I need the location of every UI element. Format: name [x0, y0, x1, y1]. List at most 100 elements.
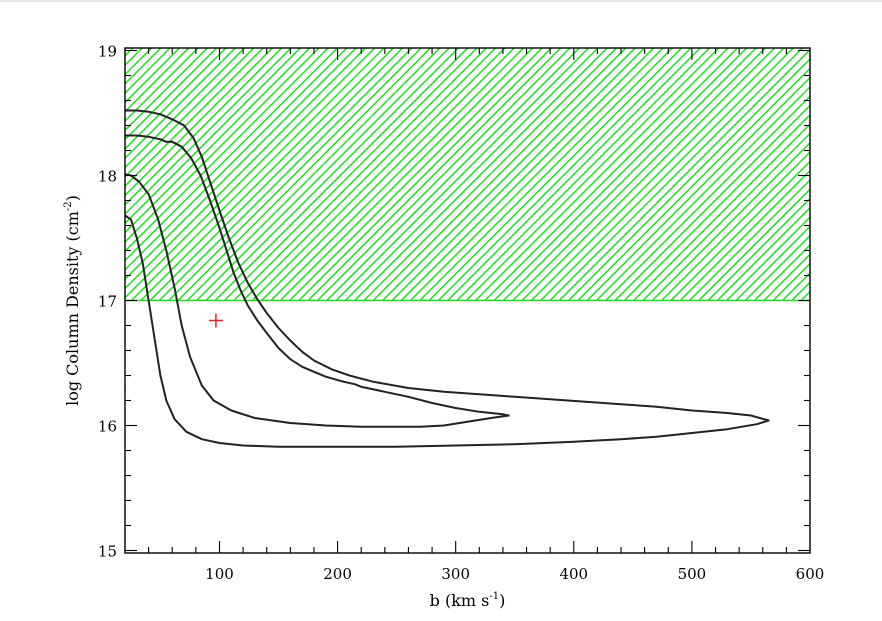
hatch-line [623, 113, 810, 301]
hatch-line [744, 234, 810, 301]
hatch-line [125, 48, 171, 95]
hatch-line [465, 48, 720, 301]
hatch-line [502, 48, 757, 301]
hatch-line [261, 48, 515, 301]
hatch-line [484, 48, 738, 301]
hatch-line [447, 48, 701, 301]
hatch-line [726, 216, 810, 301]
hatch-line [125, 48, 348, 271]
y-tick-label: 17 [98, 293, 117, 311]
hatch-line [549, 48, 804, 301]
y-axis-label-main: log Column Density (cm [63, 211, 82, 406]
hatch-line [391, 48, 645, 301]
hatch-line [125, 48, 366, 290]
x-axis-label-main: b (km s [430, 591, 490, 610]
hatch-line [735, 225, 810, 301]
hatch-line [651, 141, 810, 301]
y-axis-label: log Column Density (cm-2) [63, 195, 82, 406]
hatch-line [125, 48, 376, 299]
hatch-line [382, 48, 636, 301]
hatch-line [177, 48, 432, 301]
hatch-line [475, 48, 729, 301]
hatch-line [372, 48, 627, 301]
hatch-line [326, 48, 580, 301]
hatch-line [0, 48, 105, 301]
x-axis-label-sup: -1 [489, 591, 499, 602]
x-tick-label: 600 [796, 565, 825, 583]
x-tick-label: 500 [678, 565, 707, 583]
hatch-line [205, 48, 459, 301]
hatch-line [670, 160, 810, 301]
hatch-line [493, 48, 748, 301]
x-tick-label: 100 [205, 565, 234, 583]
hatch-line [125, 48, 190, 113]
hatch-line [661, 151, 810, 301]
hatch-line [125, 48, 199, 123]
hatch-line [809, 299, 810, 301]
hatch-line [214, 48, 469, 301]
hatch-line [125, 48, 311, 234]
hatch-line [679, 169, 810, 301]
hatch-line [605, 95, 810, 301]
hatch-line [149, 48, 404, 301]
hatch-line [307, 48, 562, 301]
contour-line-1 [125, 109, 770, 448]
hatch-line [772, 262, 810, 301]
contour-line-2 [125, 134, 510, 428]
hatch-line [242, 48, 497, 301]
y-tick-label: 19 [98, 43, 117, 61]
hatch-line [354, 48, 608, 301]
x-tick-label: 400 [559, 565, 588, 583]
hatch-line [125, 48, 292, 216]
y-tick-label: 18 [98, 168, 117, 186]
y-axis-label-sup: -2 [63, 201, 74, 211]
hatch-line [633, 123, 810, 301]
x-axis-label: b (km s-1) [430, 591, 506, 610]
hatch-line [125, 48, 320, 243]
hatch-line [125, 48, 283, 206]
hatch-line [791, 281, 810, 301]
hatch-line [130, 48, 385, 301]
hatch-line [125, 48, 357, 281]
axis-ticks [124, 48, 811, 553]
contour-group [125, 109, 770, 448]
tick-labels: 100 200 300 400 500 600 15 16 17 18 19 [98, 43, 824, 584]
hatch-line [270, 48, 525, 301]
hatch-line [125, 48, 218, 141]
hatch-line [289, 48, 543, 301]
hatch-line [800, 290, 810, 301]
hatched-region [0, 48, 882, 301]
hatch-line [298, 48, 552, 301]
marker-group [208, 313, 223, 328]
hatch-line [223, 48, 478, 301]
hatch-line [251, 48, 506, 301]
hatch-line [754, 244, 810, 301]
hatch-line [158, 48, 413, 301]
hatch-line [125, 48, 236, 160]
hatch-line [642, 132, 810, 301]
hatch-line [400, 48, 655, 301]
hatch-line [168, 48, 422, 301]
hatch-line [530, 48, 785, 301]
y-tick-label: 16 [98, 418, 117, 436]
hatch-line [125, 48, 339, 262]
hatch-line [140, 48, 394, 301]
hatch-line [125, 48, 301, 225]
hatch-line [363, 48, 618, 301]
x-tick-label: 200 [323, 565, 352, 583]
hatch-line [125, 48, 264, 188]
hatch-line [344, 48, 599, 301]
hatch-line [688, 178, 810, 301]
hatch-line [125, 48, 329, 253]
hatch-line [419, 48, 673, 301]
hatch-line [125, 48, 246, 169]
hatch-line [521, 48, 776, 301]
hatch-line [829, 48, 882, 301]
hatch-line [540, 48, 794, 301]
hatch-line [409, 48, 664, 301]
hatch-line [820, 48, 882, 301]
hatch-line [233, 48, 487, 301]
hatch-line [614, 104, 810, 301]
hatch-line [586, 76, 810, 301]
